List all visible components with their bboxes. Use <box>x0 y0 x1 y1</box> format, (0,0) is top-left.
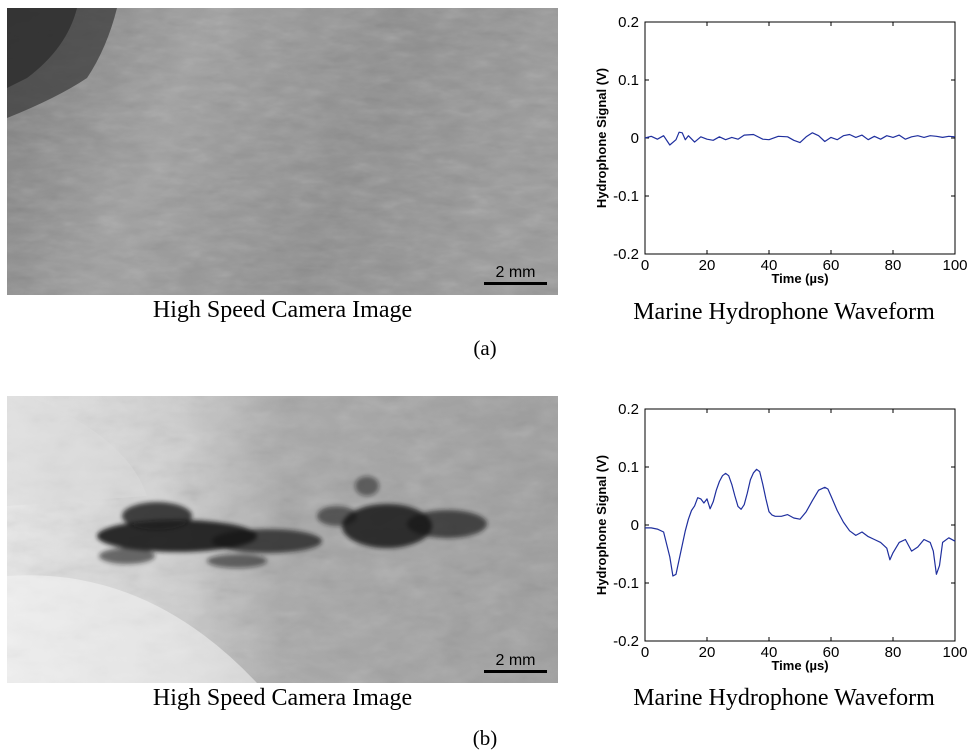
x-axis-title: Time (µs) <box>771 271 828 286</box>
x-tick-label: 100 <box>942 257 967 274</box>
x-tick-label: 80 <box>885 644 902 661</box>
x-tick-label: 100 <box>942 644 967 661</box>
x-axis-title: Time (µs) <box>771 658 828 673</box>
scale-bar-line <box>484 670 547 673</box>
x-tick-label: 20 <box>699 644 716 661</box>
hydrophone-chart-a: 0 20 40 60 80 100 -0.2 -0.1 0 0.1 0.2 Time (µs) Hydr… <box>592 14 972 294</box>
bubble-cloud <box>97 476 487 568</box>
y-tick-label: 0.2 <box>618 401 639 418</box>
x-tick-label: 20 <box>699 257 716 274</box>
chart-caption-b: Marine Hydrophone Waveform <box>633 685 935 711</box>
scale-bar-b: 2 mm <box>484 652 547 673</box>
waveform-line <box>644 131 956 146</box>
waveform-line <box>645 468 956 577</box>
panel-label-a: (a) <box>473 336 497 360</box>
y-tick-label: -0.2 <box>613 633 639 650</box>
image-caption-a: High Speed Camera Image <box>152 297 413 323</box>
x-tick-label: 0 <box>641 644 649 661</box>
x-tick-label: 40 <box>761 644 778 661</box>
panel-label-b: (b) <box>472 726 498 750</box>
y-tick-label: -0.1 <box>613 575 639 592</box>
y-axis-title: Hydrophone Signal (V) <box>594 68 609 208</box>
x-tick-label: 80 <box>885 257 902 274</box>
y-tick-label: 0.1 <box>618 72 639 89</box>
camera-image-b: 2 mm <box>7 396 558 683</box>
scale-bar-line <box>484 282 547 285</box>
camera-image-a: 2 mm <box>7 8 558 295</box>
x-tick-label: 0 <box>641 257 649 274</box>
x-tick-label: 40 <box>761 257 778 274</box>
y-tick-label: 0.1 <box>618 459 639 476</box>
x-tick-label: 60 <box>823 257 840 274</box>
scale-bar-label: 2 mm <box>495 652 536 669</box>
plot-area <box>644 408 956 642</box>
x-tick-label: 60 <box>823 644 840 661</box>
y-tick-label: -0.1 <box>613 188 639 205</box>
image-caption-b: High Speed Camera Image <box>152 685 413 711</box>
scale-bar-a: 2 mm <box>484 264 547 285</box>
y-tick-label: 0 <box>631 517 639 534</box>
y-axis-title: Hydrophone Signal (V) <box>594 455 609 595</box>
scale-bar-label: 2 mm <box>495 264 536 281</box>
y-tick-label: 0.2 <box>618 14 639 31</box>
hydrophone-chart-b: 0 20 40 60 80 100 -0.2 -0.1 0 0.1 0.2 Time (µs) Hydr… <box>592 401 972 681</box>
y-tick-label: -0.2 <box>613 246 639 263</box>
chart-caption-a: Marine Hydrophone Waveform <box>633 299 935 325</box>
y-tick-label: 0 <box>631 130 639 147</box>
